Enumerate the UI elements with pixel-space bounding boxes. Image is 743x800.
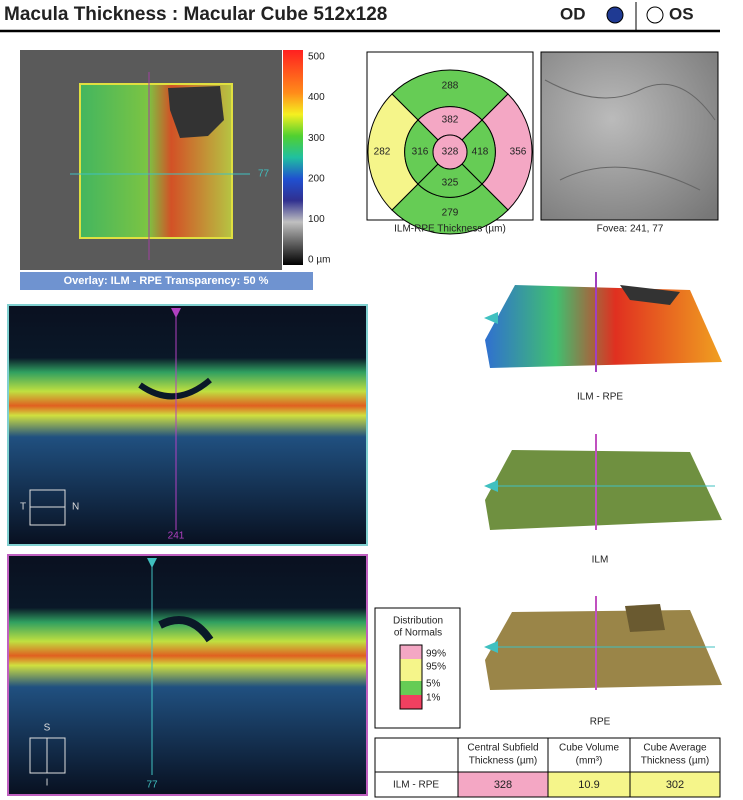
bscan-horizontal — [7, 304, 368, 546]
bscan-vertical — [7, 554, 368, 796]
surface-marker — [484, 312, 498, 324]
surface-ilm — [485, 450, 722, 530]
surface-caption: ILM - RPE — [577, 392, 623, 403]
scan-box — [79, 83, 233, 239]
overlay-bar — [20, 272, 313, 290]
col-header: Central Subfield — [467, 743, 538, 754]
surface-ilm-rpe — [485, 285, 722, 368]
position-marker — [171, 308, 181, 318]
value: 288 — [442, 81, 459, 92]
position-marker — [147, 558, 157, 568]
cell-bg — [458, 772, 548, 797]
scale-label: 0 µm — [308, 255, 330, 266]
scale-label: 500 — [308, 52, 325, 63]
title: Macula Thickness : Macular Cube 512x128 — [4, 4, 387, 25]
legend-title: of Normals — [394, 628, 442, 639]
surface-marker — [484, 641, 498, 653]
cell-bg — [548, 772, 720, 797]
surface-caption: RPE — [590, 717, 611, 728]
orientation-right: N — [72, 502, 79, 513]
table-rules — [375, 738, 720, 797]
scale-label: 200 — [308, 173, 325, 184]
legend-swatch — [400, 659, 422, 681]
fundus-caption: Fovea: 241, 77 — [597, 224, 664, 235]
value: 418 — [472, 147, 489, 158]
position-label: 241 — [168, 531, 185, 542]
cell: 328 — [494, 779, 512, 791]
vessels — [544, 79, 716, 191]
surface-caption: ILM — [592, 555, 609, 566]
scale-label: 400 — [308, 92, 325, 103]
position-label: 77 — [146, 780, 158, 791]
legend-item: 99% — [426, 649, 446, 660]
row-label: ILM - RPE — [393, 780, 439, 791]
legend-title: Distribution — [393, 616, 443, 627]
col-header: Cube Average — [643, 743, 707, 754]
surface-bump — [625, 604, 665, 632]
cell: 10.9 — [578, 779, 599, 791]
legend-frame — [399, 644, 423, 710]
value: 382 — [442, 115, 459, 126]
legend-swatch — [400, 645, 422, 659]
legend-item: 95% — [426, 662, 446, 673]
value: 328 — [442, 147, 459, 158]
surface-dark — [620, 285, 680, 305]
legend-swatch — [400, 681, 422, 695]
scale-label: 100 — [308, 214, 325, 225]
color-scale — [283, 50, 303, 265]
overlay-caption: Overlay: ILM - RPE Transparency: 50 % — [64, 275, 269, 287]
surface-marker — [484, 480, 498, 492]
legend-item: 1% — [426, 693, 441, 704]
fundus-image — [540, 51, 719, 221]
orientation-left: T — [20, 502, 26, 513]
os-label: OS — [669, 4, 694, 23]
os-unselected — [646, 6, 664, 24]
cell: 302 — [666, 779, 684, 791]
scale-label: 300 — [308, 133, 325, 144]
orientation-bottom: I — [46, 778, 49, 789]
cyst — [158, 616, 214, 643]
value: 279 — [442, 208, 459, 219]
surface-rpe — [485, 610, 722, 690]
table-border — [374, 737, 721, 798]
dark-region — [168, 86, 224, 138]
sector-center — [432, 134, 468, 170]
foveal-pit — [138, 377, 212, 400]
legend-item: 5% — [426, 679, 441, 690]
value: 356 — [510, 147, 527, 158]
value: 325 — [442, 178, 459, 189]
map-marker: 77 — [258, 169, 270, 180]
od-selected — [606, 6, 624, 24]
od-label: OD — [560, 4, 586, 23]
col-header: Thickness (µm) — [469, 756, 538, 767]
orientation-top: S — [44, 723, 51, 734]
grid-caption: ILM-RPE Thickness (µm) — [394, 224, 506, 235]
col-header: Cube Volume — [559, 743, 619, 754]
col-header: (mm³) — [576, 756, 603, 767]
legend-swatch — [400, 695, 422, 709]
value: 282 — [374, 147, 391, 158]
value: 316 — [412, 147, 429, 158]
col-header: Thickness (µm) — [641, 756, 710, 767]
